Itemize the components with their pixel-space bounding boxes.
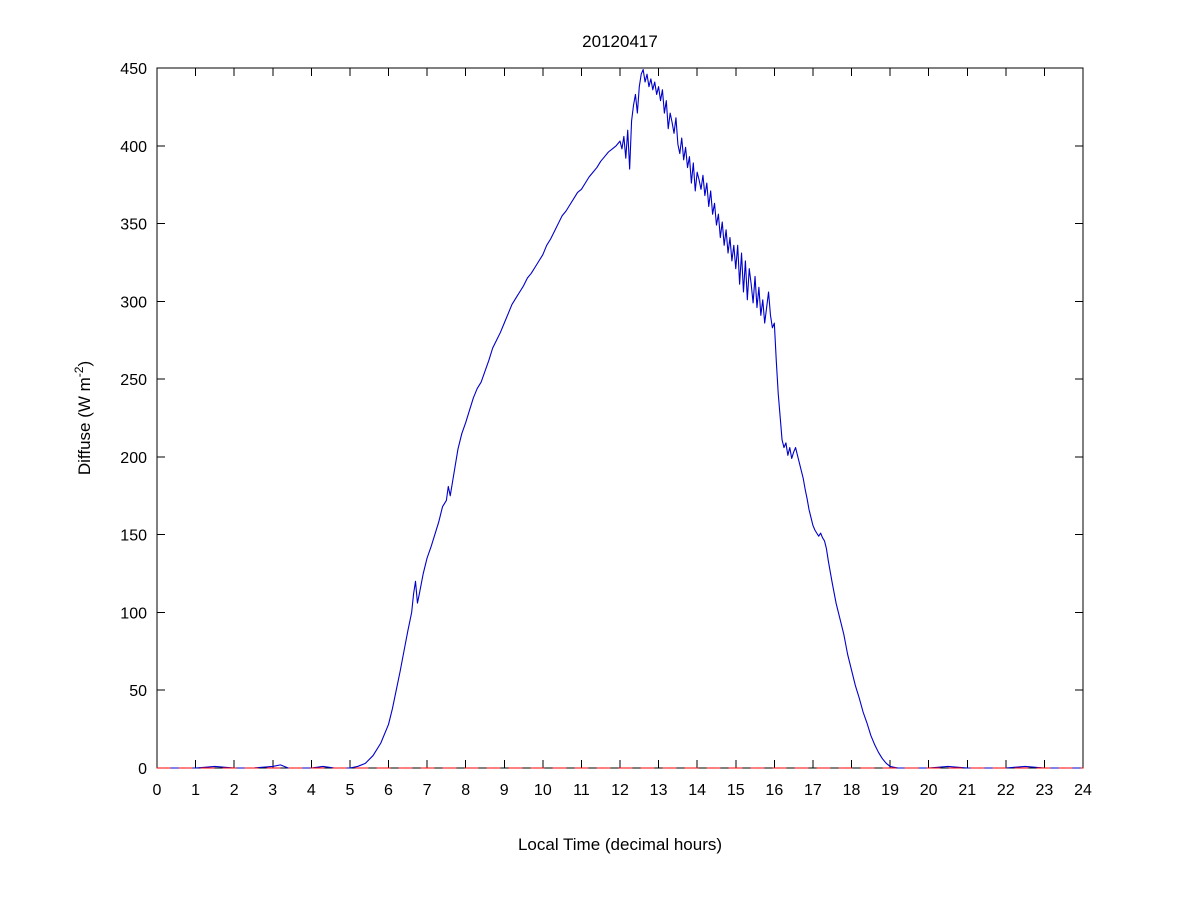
x-tick-label: 8 — [461, 782, 470, 799]
y-axis-label: Diffuse (W m-2) — [72, 361, 94, 475]
y-tick-label: 350 — [120, 217, 147, 234]
y-tick-label: 100 — [120, 605, 147, 622]
y-tick-label: 300 — [120, 294, 147, 311]
y-tick-label: 50 — [129, 683, 147, 700]
x-tick-label: 16 — [765, 782, 783, 799]
plot-box — [156, 67, 1084, 769]
x-tick-label: 15 — [727, 782, 745, 799]
x-tick-label: 21 — [958, 782, 976, 799]
x-tick-label: 19 — [881, 782, 899, 799]
x-tick-label: 12 — [611, 782, 629, 799]
chart-title: 20120417 — [582, 32, 658, 51]
x-axis-label: Local Time (decimal hours) — [518, 835, 722, 854]
y-tick-label: 400 — [120, 139, 147, 156]
y-axis-label-close: ) — [75, 361, 94, 367]
y-axis-label-main: Diffuse (W m — [75, 377, 94, 475]
x-tick-label: 13 — [650, 782, 668, 799]
series-diffuse-irradiance — [156, 69, 1084, 769]
x-tick-label: 0 — [153, 782, 162, 799]
y-tick-label: 150 — [120, 528, 147, 545]
x-tick-label: 23 — [1036, 782, 1054, 799]
x-tick-label: 3 — [268, 782, 277, 799]
x-tick-label: 17 — [804, 782, 822, 799]
x-tick-label: 14 — [688, 782, 706, 799]
x-tick-label: 5 — [345, 782, 354, 799]
x-tick-label: 10 — [534, 782, 552, 799]
x-tick-label: 7 — [423, 782, 432, 799]
y-tick-label: 450 — [120, 61, 147, 78]
x-tick-label: 18 — [843, 782, 861, 799]
axes-layer: 0 1 2 3 4 5 6 7 8 9 10 11 12 13 14 15 16 17 18 19 20 21 22 23 24… — [120, 61, 1092, 799]
x-tick-label: 4 — [307, 782, 316, 799]
y-axis-label-superscript: -2 — [72, 366, 86, 377]
y-tick-label: 250 — [120, 372, 147, 389]
y-tick-label: 200 — [120, 450, 147, 467]
x-tick-label: 1 — [191, 782, 200, 799]
x-tick-label: 24 — [1074, 782, 1092, 799]
x-tick-label: 22 — [997, 782, 1015, 799]
x-tick-label: 11 — [573, 782, 590, 799]
x-tick-label: 6 — [384, 782, 393, 799]
series-layer — [156, 69, 1084, 769]
x-tick-label: 9 — [500, 782, 509, 799]
y-tick-label: 0 — [138, 761, 147, 778]
x-tick-label: 20 — [920, 782, 938, 799]
x-tick-label: 2 — [230, 782, 239, 799]
